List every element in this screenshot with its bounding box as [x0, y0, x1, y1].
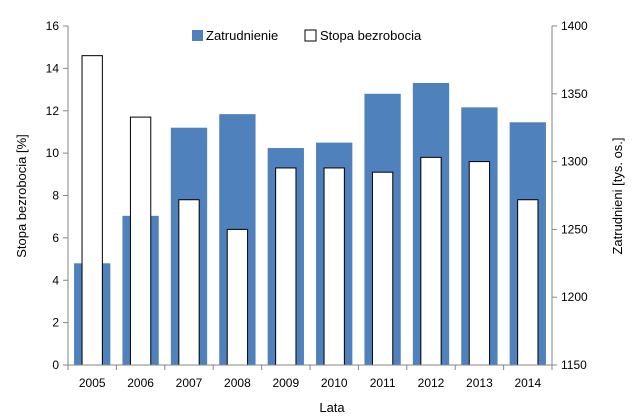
x-tick-label-2009: 2009 [272, 376, 299, 390]
bar-unemployment-2012 [420, 156, 442, 366]
x-tick-label-2008: 2008 [224, 376, 251, 390]
y-right-tick-label-1150: 1150 [561, 358, 587, 372]
y-left-tick-label-0: 0 [52, 358, 59, 372]
x-tick-label-2014: 2014 [514, 376, 541, 390]
bar-unemployment-2006 [129, 116, 152, 366]
x-tick-label-2012: 2012 [418, 376, 445, 390]
y-right-tick-label-1300: 1300 [561, 155, 588, 169]
y-left-tick-label-10: 10 [46, 146, 60, 160]
y-left-tick-label-12: 12 [46, 104, 60, 118]
y-left-tick-label-16: 16 [46, 19, 60, 33]
bar-unemployment-2007 [178, 199, 200, 366]
plot-area: 0 2 4 6 8 10 12 14 16 1150 1200 1250 1300 1350 1400 200… [46, 19, 588, 390]
bar-unemployment-2014 [517, 199, 539, 366]
legend: Zatrudnienie Stopa bezrobocia [192, 28, 422, 43]
x-tick-label-2013: 2013 [466, 376, 493, 390]
x-tick-label-2010: 2010 [321, 376, 348, 390]
y-left-tick-label-6: 6 [52, 231, 59, 245]
x-tick-label-2011: 2011 [370, 376, 396, 390]
y-right-tick-label-1200: 1200 [561, 290, 588, 304]
y-right-tick-label-1400: 1400 [561, 19, 588, 33]
y-left-tick-label-14: 14 [46, 61, 60, 75]
x-tick-label-2005: 2005 [79, 376, 106, 390]
bar-unemployment-2009 [275, 167, 297, 366]
y-right-tick-label-1250: 1250 [561, 222, 588, 236]
y-left-tick-label-2: 2 [52, 316, 59, 330]
y-right-tick-label-1350: 1350 [561, 87, 588, 101]
x-tick-label-2007: 2007 [176, 376, 203, 390]
legend-swatch-unemployment [304, 29, 317, 42]
legend-label-unemployment: Stopa bezrobocia [320, 28, 422, 43]
x-axis-title: Lata [319, 400, 345, 415]
legend-swatch-employment [192, 30, 203, 41]
bar-unemployment-2013 [468, 161, 491, 366]
y-left-tick-label-4: 4 [52, 273, 59, 287]
x-tick-label-2006: 2006 [127, 376, 154, 390]
bar-unemployment-2011 [371, 171, 394, 366]
bar-unemployment-2010 [323, 167, 345, 366]
bar-unemployment-2008 [226, 228, 249, 366]
y-left-tick-label-8: 8 [52, 189, 59, 203]
y-right-axis-title: Zatrudnieni [tys. os.] [610, 137, 625, 254]
y-left-axis-title: Stopa bezrobocia [%] [14, 134, 29, 258]
bar-unemployment-2005 [81, 55, 103, 366]
legend-label-employment: Zatrudnienie [206, 28, 278, 43]
